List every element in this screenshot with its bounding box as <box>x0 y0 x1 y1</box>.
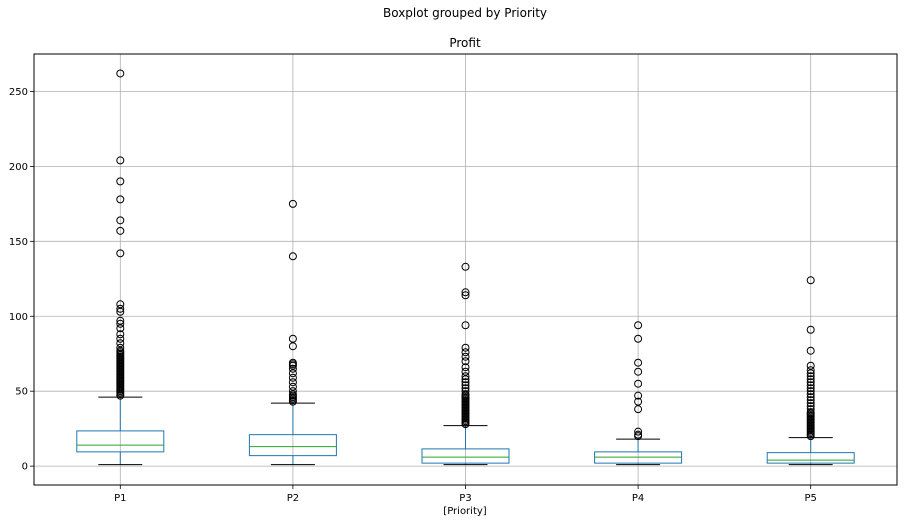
outlier-point <box>461 387 470 396</box>
outlier-point <box>634 379 643 388</box>
outlier-point <box>806 276 815 285</box>
outlier-point <box>461 288 470 297</box>
outlier-point <box>116 249 125 258</box>
outlier-point <box>116 343 125 352</box>
outlier-point <box>461 291 470 300</box>
outlier-point <box>806 325 815 334</box>
outlier-point <box>806 405 815 414</box>
outlier-point <box>806 387 815 396</box>
outlier-point <box>116 69 125 78</box>
box-group <box>76 69 165 466</box>
outlier-point <box>634 367 643 376</box>
chart-title: Profit <box>449 36 481 50</box>
outlier-point <box>634 427 643 436</box>
outlier-point <box>288 387 297 396</box>
x-axis-label: [Priority] <box>443 506 486 517</box>
outlier-point <box>806 381 815 390</box>
outlier-point <box>461 390 470 399</box>
outlier-point <box>288 364 297 373</box>
outlier-point <box>116 304 125 313</box>
y-tick-label: 100 <box>9 312 28 323</box>
y-tick-label: 150 <box>9 237 28 248</box>
x-tick-label: P4 <box>632 493 644 504</box>
outlier-point <box>461 372 470 381</box>
outlier-point <box>116 177 125 186</box>
x-tick-label: P3 <box>459 493 471 504</box>
outlier-point <box>461 262 470 271</box>
outlier-point <box>634 391 643 400</box>
box-iqr <box>766 452 855 464</box>
outlier-point <box>461 352 470 361</box>
outlier-point <box>461 367 470 376</box>
x-tick-label: P1 <box>114 493 126 504</box>
y-tick-label: 50 <box>15 387 28 398</box>
outlier-point <box>461 378 470 387</box>
outlier-point <box>806 390 815 399</box>
outlier-point <box>116 339 125 348</box>
y-tick-label: 0 <box>22 462 28 473</box>
y-axis: 0 50 100 150 200 250 <box>9 87 34 473</box>
outlier-point <box>288 373 297 382</box>
outlier-point <box>116 334 125 343</box>
box-group <box>421 262 510 466</box>
outlier-point <box>288 252 297 261</box>
outlier-point <box>806 375 815 384</box>
outlier-point <box>116 216 125 225</box>
y-tick-label: 200 <box>9 162 28 173</box>
outlier-point <box>116 316 125 325</box>
outlier-point <box>806 346 815 355</box>
outlier-point <box>634 430 643 439</box>
outlier-point <box>806 396 815 405</box>
outlier-point <box>806 378 815 387</box>
outlier-point <box>461 321 470 330</box>
box-iqr <box>76 430 165 453</box>
outlier-point <box>806 366 815 375</box>
box-iqr <box>421 448 510 464</box>
outlier-point <box>806 393 815 402</box>
outlier-point <box>116 156 125 165</box>
boxes-layer <box>76 69 855 466</box>
outlier-point <box>288 378 297 387</box>
x-tick-label: P5 <box>804 493 816 504</box>
outlier-point <box>806 408 815 417</box>
outlier-point <box>288 334 297 343</box>
outlier-point <box>806 402 815 411</box>
chart-suptitle: Boxplot grouped by Priority <box>383 6 547 20</box>
box-group <box>766 276 855 466</box>
outlier-point <box>634 397 643 406</box>
box-group <box>594 321 683 466</box>
x-tick-label: P2 <box>287 493 299 504</box>
outlier-point <box>461 363 470 372</box>
outlier-point <box>116 300 125 309</box>
outlier-point <box>806 361 815 370</box>
outlier-point <box>461 357 470 366</box>
outlier-point <box>461 348 470 357</box>
outlier-point <box>634 358 643 367</box>
y-tick-label: 250 <box>9 87 28 98</box>
outlier-point <box>288 382 297 391</box>
outlier-point <box>806 372 815 381</box>
box-group <box>248 199 337 466</box>
outlier-point <box>461 384 470 393</box>
outlier-point <box>288 199 297 208</box>
outlier-point <box>461 381 470 390</box>
outlier-point <box>116 195 125 204</box>
outlier-point <box>116 330 125 339</box>
outlier-point <box>116 319 125 328</box>
outlier-point <box>634 334 643 343</box>
outlier-point <box>288 358 297 367</box>
outlier-point <box>116 226 125 235</box>
outlier-point <box>806 384 815 393</box>
outlier-point <box>461 343 470 352</box>
outlier-point <box>806 399 815 408</box>
outlier-point <box>634 321 643 330</box>
x-axis: P1 P2 P3 P4 P5 <box>114 485 817 504</box>
box-iqr <box>248 434 337 457</box>
